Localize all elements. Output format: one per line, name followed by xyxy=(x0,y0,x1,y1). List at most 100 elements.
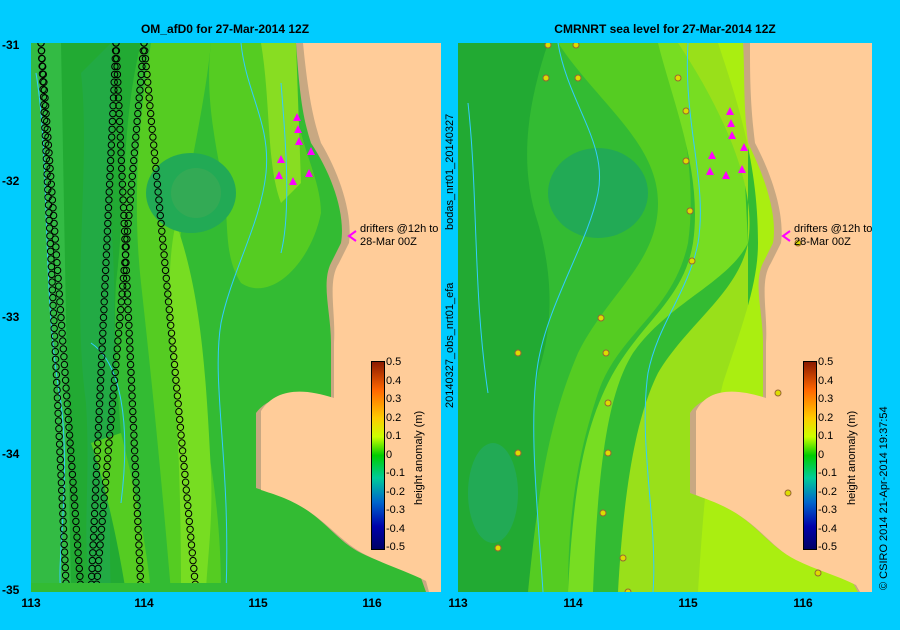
track-point xyxy=(110,70,119,79)
track-point xyxy=(71,509,79,518)
track-point xyxy=(37,47,46,55)
track-point xyxy=(91,494,100,502)
track-point xyxy=(188,549,197,557)
right-colorbar-tick: -0.5 xyxy=(818,541,837,553)
obs-point xyxy=(514,349,522,357)
track-point xyxy=(44,185,52,194)
track-point xyxy=(43,170,51,178)
track-point xyxy=(114,86,122,94)
track-point xyxy=(96,384,105,392)
track-point xyxy=(39,70,48,79)
track-point xyxy=(119,196,127,204)
track-point xyxy=(58,494,66,502)
track-point xyxy=(117,298,126,306)
track-point xyxy=(74,549,82,557)
x-tick-113-left: 113 xyxy=(21,596,41,610)
drifter-arrows xyxy=(275,113,315,185)
track-point xyxy=(155,196,163,204)
track-point xyxy=(154,188,162,196)
track-point xyxy=(114,78,122,86)
track-point xyxy=(109,102,117,110)
track-point xyxy=(114,337,122,345)
track-point xyxy=(70,494,78,502)
track-point xyxy=(57,321,66,329)
track-point xyxy=(145,94,153,102)
y-tick-35: -35 xyxy=(2,583,20,597)
track-point xyxy=(93,572,102,580)
obs-point xyxy=(686,207,694,215)
right-colorbar-title: height anomaly (m) xyxy=(846,410,858,505)
track-point xyxy=(47,263,56,271)
track-point xyxy=(46,247,55,256)
track-point xyxy=(164,298,173,306)
track-point xyxy=(123,227,132,235)
track-point xyxy=(50,332,59,340)
track-point xyxy=(124,313,133,322)
track-point xyxy=(59,337,67,345)
track-point xyxy=(48,270,56,279)
track-point xyxy=(59,509,67,518)
track-point xyxy=(55,282,63,290)
track-point xyxy=(159,243,168,251)
track-point xyxy=(51,235,59,243)
left-colorbar-tick: 0.5 xyxy=(386,356,402,368)
track-point xyxy=(95,407,103,416)
track-point xyxy=(104,211,112,220)
track-point xyxy=(120,211,128,220)
track-point xyxy=(43,125,51,134)
left-colorbar-tick: 0 xyxy=(386,448,393,461)
obs-point xyxy=(494,544,502,552)
track-point xyxy=(160,251,168,259)
track-point xyxy=(89,541,97,549)
track-point xyxy=(93,455,101,463)
track-point xyxy=(162,274,171,283)
track-point xyxy=(108,125,116,134)
track-point xyxy=(41,94,49,102)
track-point xyxy=(155,204,164,212)
track-point xyxy=(118,164,126,173)
track-point xyxy=(69,478,77,486)
track-point xyxy=(40,101,48,109)
track-point xyxy=(68,470,77,479)
track-point xyxy=(113,70,122,79)
track-point xyxy=(136,86,144,94)
track-point xyxy=(50,324,58,333)
track-point xyxy=(131,455,139,463)
track-point xyxy=(51,340,59,348)
track-point xyxy=(55,440,64,448)
track-point xyxy=(173,384,181,392)
x-tick-114-right: 114 xyxy=(563,596,583,610)
track-point xyxy=(101,478,110,486)
track-point xyxy=(53,266,62,275)
track-point xyxy=(45,156,54,165)
track-point xyxy=(97,525,106,533)
track-point xyxy=(106,164,115,173)
track-point xyxy=(54,409,62,417)
track-point xyxy=(149,133,157,141)
altimeter-track-points xyxy=(37,43,200,592)
track-point xyxy=(180,462,188,471)
track-point xyxy=(168,337,176,345)
track-point xyxy=(95,400,104,408)
track-point xyxy=(175,407,183,416)
track-point xyxy=(45,149,53,157)
track-point xyxy=(40,86,49,94)
track-point xyxy=(128,384,136,392)
track-point xyxy=(143,70,151,79)
track-point xyxy=(181,470,189,479)
track-point xyxy=(55,432,63,441)
track-point xyxy=(60,540,68,549)
x-tick-113-right: 113 xyxy=(448,596,468,610)
x-tick-116-right: 116 xyxy=(793,596,813,610)
track-point xyxy=(100,298,108,306)
track-point xyxy=(97,368,105,377)
track-point xyxy=(108,133,116,141)
obs-file-label: 20140327_obs_nrt01_efa xyxy=(444,282,456,408)
track-point xyxy=(130,439,138,447)
track-point xyxy=(122,266,131,275)
track-point xyxy=(127,368,135,377)
y-tick-32: -32 xyxy=(2,174,20,188)
track-point xyxy=(75,556,83,565)
track-point xyxy=(104,455,112,463)
right-panel-title: CMRNRT sea level for 27-Mar-2014 12Z xyxy=(554,22,776,36)
